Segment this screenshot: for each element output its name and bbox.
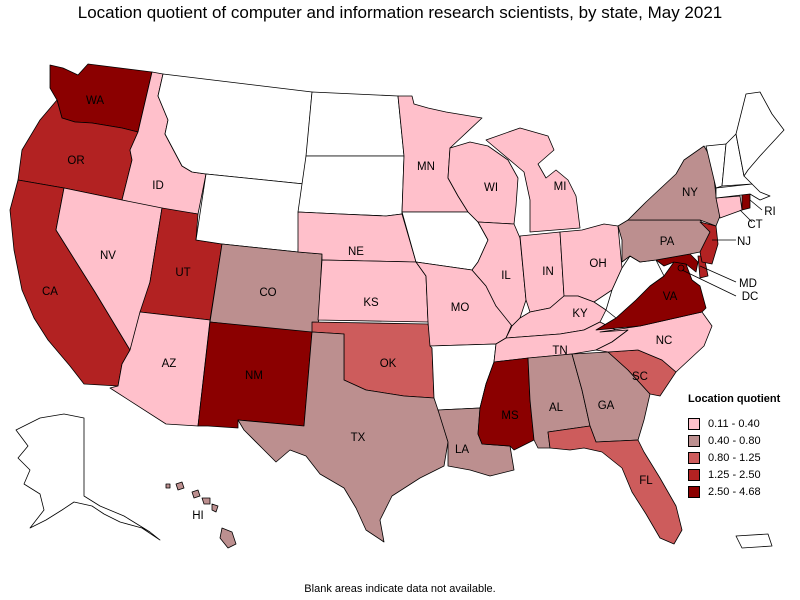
state-label-mn: MN — [417, 161, 435, 173]
legend-label: 1.25 - 2.50 — [708, 468, 761, 481]
state-label-hi: HI — [192, 510, 204, 522]
state-dc[interactable] — [677, 264, 685, 272]
state-label-ky: KY — [572, 308, 588, 320]
state-label-wi: WI — [484, 182, 498, 194]
state-label-nv: NV — [100, 250, 116, 262]
footnote: Blank areas indicate data not available. — [304, 583, 496, 595]
state-label-ga: GA — [598, 400, 615, 412]
state-wi[interactable] — [447, 141, 519, 225]
legend-item: 1.25 - 2.50 — [688, 466, 798, 483]
legend-swatch — [688, 451, 700, 464]
legend-swatch — [688, 485, 700, 498]
map-title: Location quotient of computer and inform… — [77, 3, 723, 22]
legend-swatch — [688, 468, 700, 481]
legend-label: 0.40 - 0.80 — [708, 434, 761, 447]
state-label-co: CO — [259, 287, 276, 299]
state-label-il: IL — [501, 270, 511, 282]
state-il[interactable] — [471, 221, 527, 327]
state-ny[interactable] — [627, 145, 721, 227]
state-label-ut: UT — [175, 267, 190, 279]
legend-title: Location quotient — [688, 393, 781, 405]
state-nh[interactable] — [721, 133, 753, 187]
state-me[interactable] — [735, 91, 785, 177]
legend-label: 0.11 - 0.40 — [708, 417, 760, 430]
state-label-ct: CT — [747, 219, 762, 231]
state-label-nm: NM — [245, 370, 263, 382]
state-label-nj: NJ — [737, 236, 751, 248]
state-label-in: IN — [542, 266, 554, 278]
state-label-mo: MO — [451, 302, 470, 314]
legend-item: 0.11 - 0.40 — [688, 415, 798, 432]
state-label-az: AZ — [162, 358, 177, 370]
state-ri[interactable] — [741, 193, 751, 211]
state-mi[interactable] — [485, 127, 581, 233]
state-label-tn: TN — [552, 345, 567, 357]
state-label-or: OR — [67, 155, 84, 167]
legend-item: 2.50 - 4.68 — [688, 483, 798, 500]
state-label-md: MD — [739, 278, 757, 290]
state-ma[interactable] — [715, 183, 771, 201]
state-label-sc: SC — [632, 371, 648, 383]
state-label-ny: NY — [682, 187, 698, 199]
state-label-id: ID — [152, 180, 164, 192]
state-ks[interactable] — [317, 259, 429, 323]
legend-swatch — [688, 434, 700, 447]
state-ct[interactable] — [715, 195, 743, 219]
legend-label: 2.50 - 4.68 — [708, 485, 761, 498]
legend-item: 0.80 - 1.25 — [688, 449, 798, 466]
state-label-dc: DC — [742, 291, 759, 303]
legend-item: 0.40 - 0.80 — [688, 432, 798, 449]
state-label-tx: TX — [351, 432, 366, 444]
state-nj[interactable] — [699, 221, 719, 265]
state-nd[interactable] — [305, 91, 405, 157]
legend-swatch — [688, 417, 700, 430]
state-label-ca: CA — [42, 286, 58, 298]
state-tx[interactable] — [237, 331, 449, 543]
state-sd[interactable] — [297, 155, 405, 217]
state-label-ms: MS — [501, 410, 519, 422]
state-label-pa: PA — [660, 236, 675, 248]
state-label-va: VA — [663, 291, 678, 303]
state-label-ks: KS — [363, 297, 379, 309]
state-ak[interactable] — [15, 413, 161, 541]
state-label-ok: OK — [380, 358, 397, 370]
state-pr[interactable] — [735, 533, 773, 549]
state-hi[interactable] — [165, 481, 237, 549]
state-label-nc: NC — [656, 335, 673, 347]
state-label-la: LA — [455, 444, 469, 456]
state-wy[interactable] — [195, 173, 305, 253]
state-label-ri: RI — [764, 206, 776, 218]
state-label-oh: OH — [589, 258, 606, 270]
state-fl[interactable] — [547, 425, 683, 545]
state-label-al: AL — [549, 402, 564, 414]
state-label-mi: MI — [554, 181, 567, 193]
legend-label: 0.80 - 1.25 — [708, 451, 761, 464]
state-label-ne: NE — [348, 246, 364, 258]
state-label-fl: FL — [639, 475, 653, 487]
state-label-wa: WA — [86, 95, 104, 107]
map-legend: Location quotient 0.11 - 0.40 0.40 - 0.80… — [688, 393, 798, 500]
